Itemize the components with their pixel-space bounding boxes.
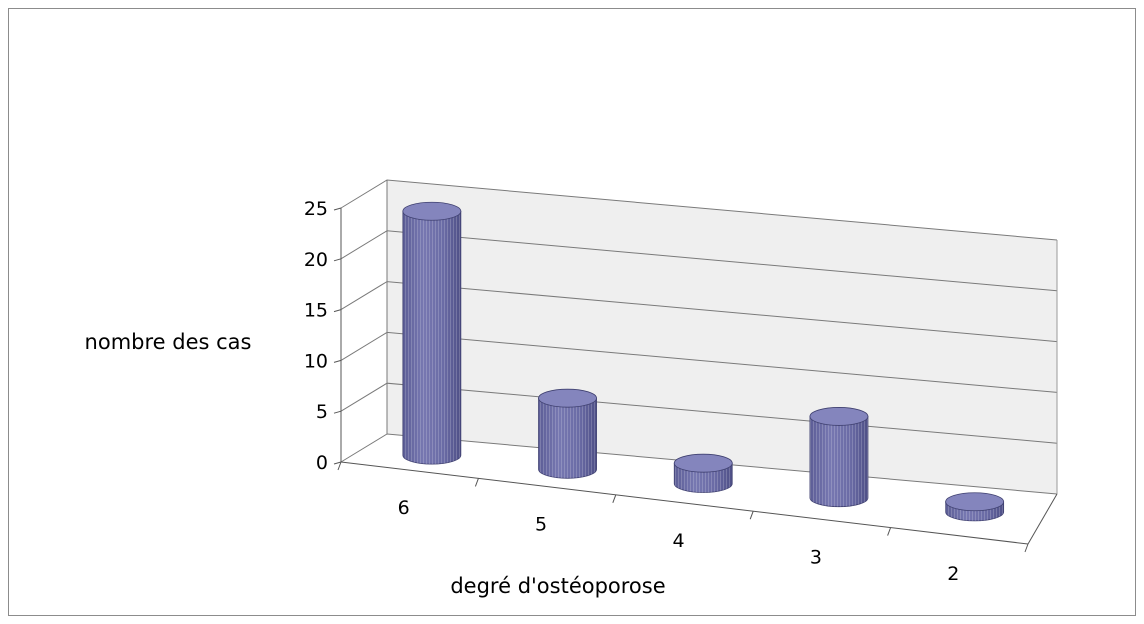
x-tick-label-5: 5 — [535, 514, 547, 536]
x-tick-mark-1 — [474, 478, 479, 487]
bar-texture-6 — [402, 211, 461, 465]
y-tick-mark-5 — [333, 410, 342, 414]
y-tick-label-10: 10 — [304, 350, 328, 372]
side-wall — [341, 180, 387, 462]
floor-right-edge — [1027, 493, 1058, 545]
x-tick-label-3: 3 — [810, 546, 822, 568]
y-tick-mark-20 — [333, 258, 342, 262]
bar-top-6 — [402, 201, 462, 221]
x-tick-labels: 6 5 4 3 2 — [398, 497, 960, 585]
x-tick-label-4: 4 — [672, 530, 684, 552]
y-tick-labels: 0 5 10 15 20 25 — [304, 198, 328, 474]
bar-top-5 — [538, 388, 597, 408]
bar-2 — [945, 492, 1005, 522]
y-tick-mark-15 — [333, 309, 342, 313]
x-axis-title: degré d'ostéoporose — [450, 574, 665, 598]
y-tick-mark-25 — [333, 207, 342, 211]
bar-texture-5 — [538, 398, 597, 479]
x-tick-mark-4 — [887, 527, 892, 536]
bar-texture-3 — [809, 416, 868, 507]
x-tick-label-6: 6 — [398, 497, 410, 519]
bars — [402, 201, 1005, 522]
y-tick-label-0: 0 — [316, 452, 328, 474]
y-tick-label-5: 5 — [316, 401, 328, 423]
bar-6 — [402, 201, 462, 465]
y-tick-mark-0 — [333, 461, 342, 465]
y-tick-label-25: 25 — [304, 198, 328, 220]
bar-3 — [809, 407, 869, 508]
y-tick-label-20: 20 — [304, 249, 328, 271]
bar-top-3 — [809, 407, 869, 426]
bar-top-4 — [673, 453, 733, 473]
x-tick-mark-5 — [1024, 543, 1029, 553]
x-tick-mark-0 — [337, 461, 342, 471]
x-tick-label-2: 2 — [947, 563, 959, 585]
y-tick-label-15: 15 — [304, 300, 328, 322]
bar-5 — [538, 388, 597, 479]
y-tick-mark-10 — [333, 359, 342, 363]
bar-top-2 — [945, 492, 1005, 512]
axes — [333, 207, 1058, 553]
gridlines — [340, 179, 1058, 495]
x-tick-mark-3 — [749, 511, 754, 520]
x-axis-line — [340, 461, 1029, 545]
bar-4 — [673, 453, 733, 493]
y-axis-title: nombre des cas — [85, 330, 252, 354]
x-tick-mark-2 — [612, 494, 617, 503]
